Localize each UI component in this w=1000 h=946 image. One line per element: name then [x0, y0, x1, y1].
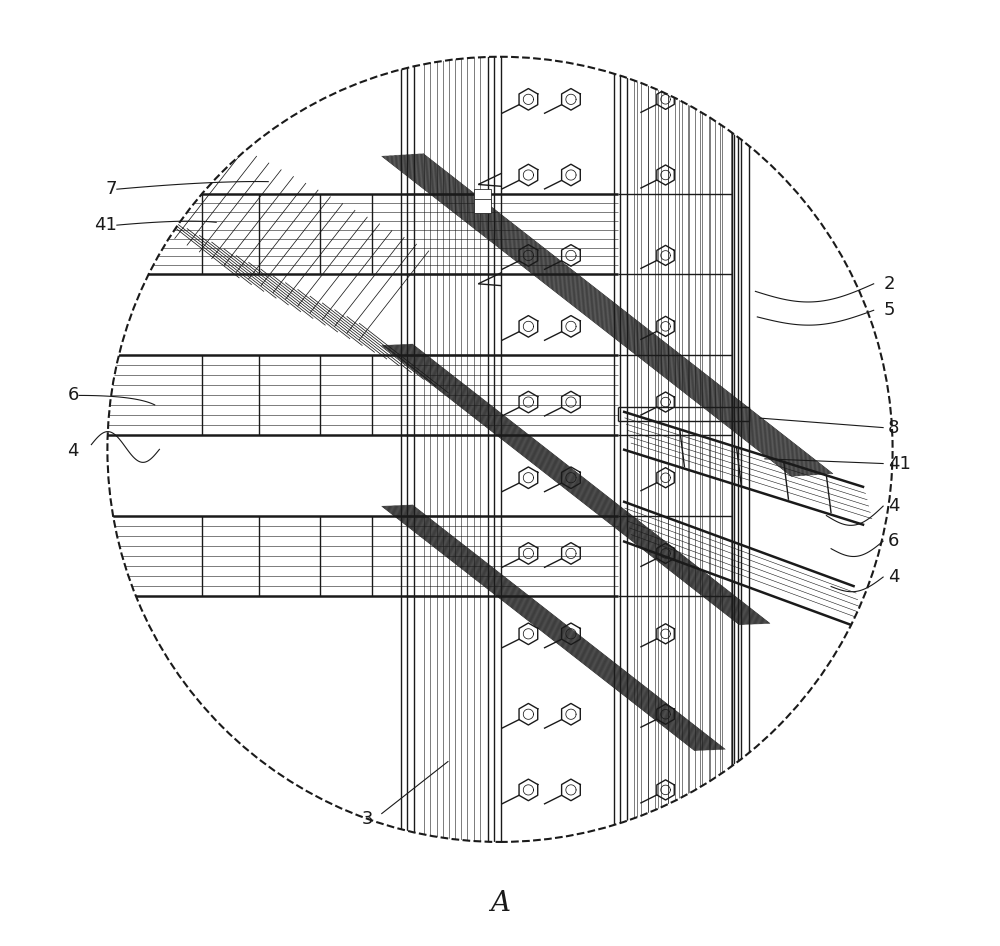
Bar [474, 189, 491, 203]
Text: 6: 6 [68, 386, 79, 405]
Text: 41: 41 [888, 454, 911, 473]
Text: 3: 3 [362, 810, 373, 829]
Text: 41: 41 [94, 216, 117, 235]
Bar [474, 199, 491, 213]
Text: 4: 4 [888, 568, 899, 587]
Text: 4: 4 [888, 497, 899, 516]
Text: A: A [490, 890, 510, 917]
Text: 2: 2 [883, 274, 895, 293]
Text: 6: 6 [888, 532, 899, 551]
Text: 4: 4 [68, 442, 79, 461]
Text: 8: 8 [888, 418, 899, 437]
Text: 5: 5 [883, 301, 895, 320]
Text: 7: 7 [105, 180, 117, 199]
